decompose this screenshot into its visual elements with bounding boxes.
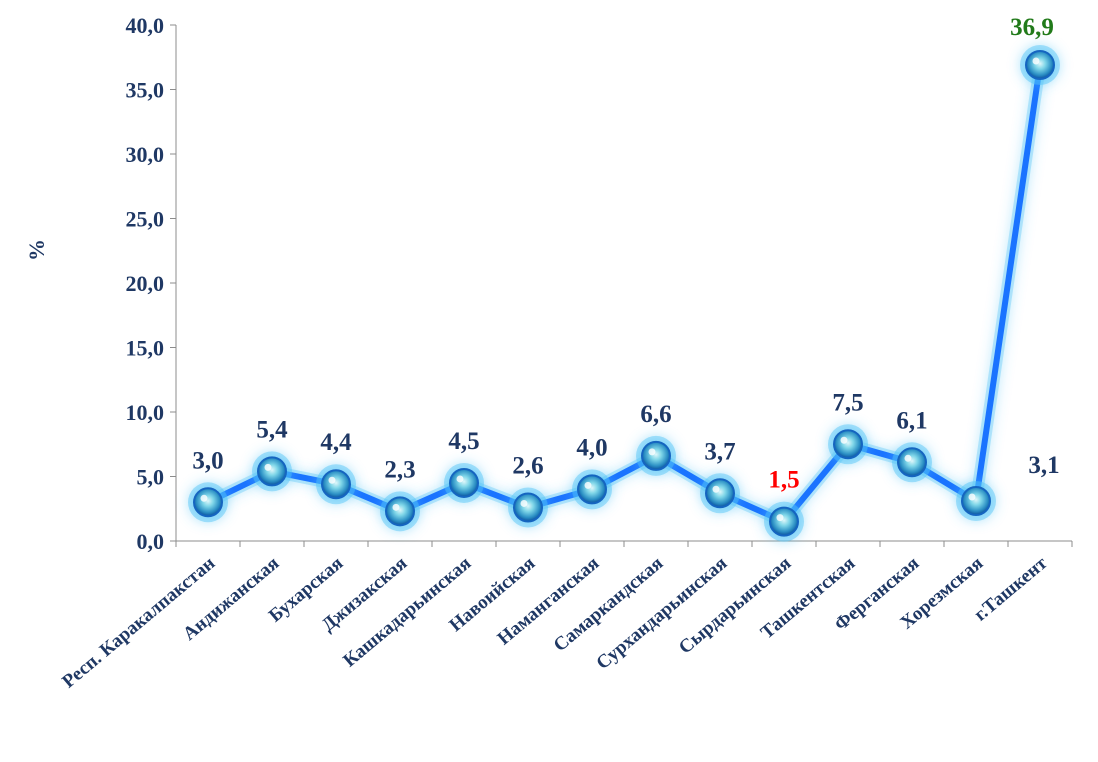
data-point bbox=[641, 440, 671, 471]
data-point-highlight bbox=[200, 494, 208, 502]
data-point-highlight bbox=[904, 454, 912, 462]
y-tick-label: 35,0 bbox=[126, 78, 165, 103]
y-axis-label: % bbox=[24, 239, 49, 261]
data-label: 6,1 bbox=[896, 407, 927, 434]
data-label: 4,0 bbox=[576, 434, 607, 461]
data-point bbox=[833, 429, 863, 460]
data-point bbox=[897, 447, 927, 478]
data-label: 3,7 bbox=[704, 438, 735, 465]
y-axis-ticks: 0,0 5,0 10,0 15,0 20,0 25,0 30,0 35,0 40,0 bbox=[126, 13, 176, 554]
data-label: 2,3 bbox=[384, 456, 415, 483]
x-tick-label: Сырдарьинская bbox=[675, 553, 795, 659]
y-tick-label: 20,0 bbox=[126, 271, 165, 296]
data-point-highlight bbox=[1032, 57, 1040, 65]
data-point bbox=[321, 469, 351, 500]
y-tick-label: 15,0 bbox=[126, 336, 165, 361]
y-tick-label: 25,0 bbox=[126, 207, 165, 232]
y-tick-label: 30,0 bbox=[126, 142, 165, 167]
data-label: 3,0 bbox=[192, 447, 223, 474]
data-label: 7,5 bbox=[832, 389, 863, 416]
data-point-highlight bbox=[392, 503, 400, 511]
y-tick-label: 5,0 bbox=[137, 465, 165, 490]
data-label: 5,4 bbox=[256, 416, 288, 443]
axes bbox=[175, 25, 1072, 542]
data-label: 2,6 bbox=[512, 452, 543, 479]
data-point-highlight bbox=[456, 475, 464, 483]
data-label: 4,5 bbox=[448, 428, 479, 455]
data-point-highlight bbox=[968, 493, 976, 501]
data-point bbox=[513, 492, 543, 523]
data-point bbox=[1025, 49, 1055, 80]
y-tick-label: 40,0 bbox=[126, 13, 165, 38]
data-point-highlight bbox=[264, 463, 272, 471]
data-point-highlight bbox=[840, 436, 848, 444]
data-point-highlight bbox=[520, 499, 528, 507]
data-point bbox=[385, 496, 415, 527]
data-label: 36,9 bbox=[1010, 14, 1054, 41]
data-point-highlight bbox=[648, 448, 656, 456]
data-point-highlight bbox=[776, 514, 784, 522]
data-point bbox=[961, 486, 991, 517]
x-tick-label: Самаркандская bbox=[550, 553, 667, 656]
data-label: 6,6 bbox=[640, 401, 671, 428]
data-point bbox=[193, 487, 223, 518]
x-axis-ticks: Респ. КаракалпакстанАндижанскаяБухарская… bbox=[58, 541, 1073, 692]
data-point bbox=[769, 506, 799, 537]
data-point bbox=[577, 474, 607, 505]
data-point-highlight bbox=[712, 485, 720, 493]
data-label: 1,5 bbox=[768, 467, 799, 494]
data-label: 4,4 bbox=[320, 429, 352, 456]
data-point bbox=[257, 456, 287, 487]
series-markers bbox=[188, 44, 1060, 542]
data-point-highlight bbox=[328, 476, 336, 484]
y-tick-label: 0,0 bbox=[137, 529, 165, 554]
data-labels: 3,0 5,4 4,4 2,3 4,5 2,6 4,0 6,6 3,7 1,5 7,5 6,1 3,1 3… bbox=[192, 14, 1059, 494]
data-label: 3,1 bbox=[1028, 452, 1059, 479]
data-point bbox=[449, 467, 479, 498]
data-point-highlight bbox=[584, 481, 592, 489]
y-tick-label: 10,0 bbox=[126, 400, 165, 425]
data-point bbox=[705, 478, 735, 509]
